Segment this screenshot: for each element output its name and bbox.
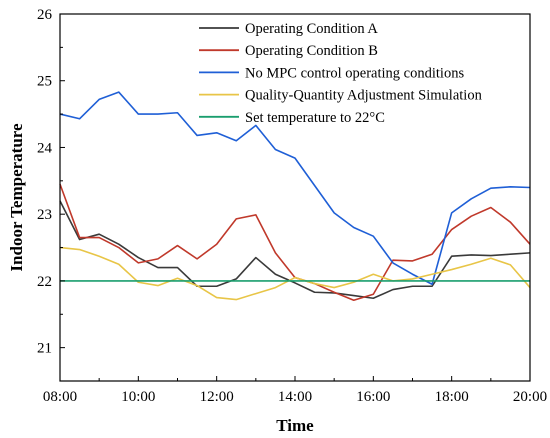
- x-tick-label: 16:00: [356, 389, 390, 405]
- x-axis-title: Time: [276, 416, 314, 435]
- legend-label-0: Operating Condition A: [245, 21, 378, 37]
- legend-label-3: Quality-Quantity Adjustment Simulation: [245, 88, 483, 104]
- y-tick-label: 25: [37, 74, 52, 90]
- series-layer: [59, 91, 531, 302]
- series-line-0: [59, 200, 531, 300]
- legend: Operating Condition A Operating Condition…: [199, 21, 483, 126]
- series-line-3: [59, 246, 531, 301]
- ticks-layer: 08:00 10:00 12:00 14:00 16:00 18:00 20:00 21 22 2…: [37, 7, 547, 405]
- y-tick-label: 22: [37, 274, 52, 290]
- x-tick-label: 10:00: [121, 389, 155, 405]
- x-tick-label: 20:00: [513, 389, 547, 405]
- y-axis-title: Indoor Temperature: [7, 123, 26, 272]
- x-tick-label: 14:00: [278, 389, 312, 405]
- x-tick-label: 08:00: [43, 389, 77, 405]
- x-tick-label: 18:00: [435, 389, 469, 405]
- y-tick-label: 24: [37, 140, 53, 156]
- y-tick-label: 26: [37, 7, 53, 23]
- y-tick-label: 21: [37, 341, 52, 357]
- legend-label-2: No MPC control operating conditions: [245, 65, 464, 81]
- legend-label-4: Set temperature to 22°C: [245, 110, 385, 126]
- legend-label-1: Operating Condition B: [245, 43, 378, 59]
- series-line-2: [59, 91, 531, 286]
- x-tick-label: 12:00: [200, 389, 234, 405]
- y-tick-label: 23: [37, 207, 52, 223]
